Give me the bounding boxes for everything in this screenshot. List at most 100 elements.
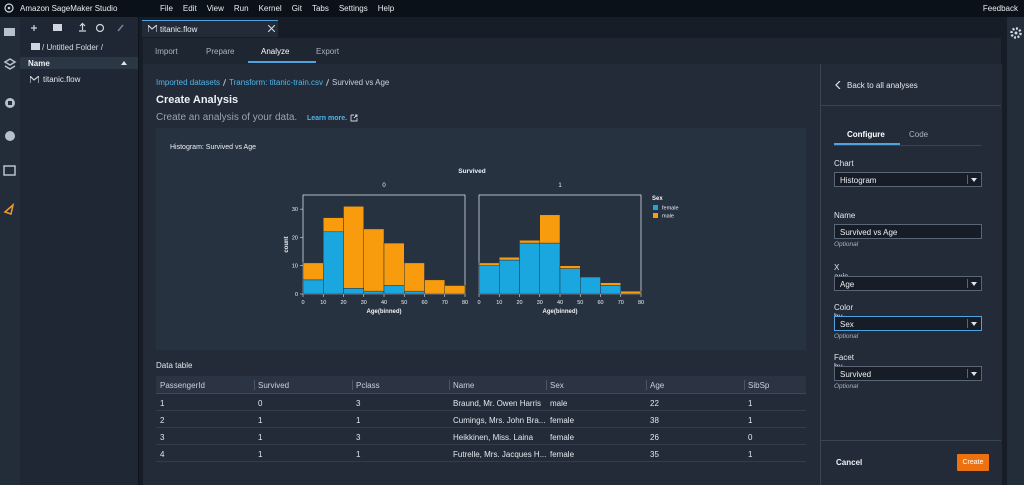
- x-tick-label: 80: [462, 300, 468, 306]
- text-input[interactable]: Survived vs Age: [834, 224, 982, 239]
- tab-rule: [834, 145, 982, 146]
- y-tick-label: 10: [292, 264, 298, 270]
- divider: [820, 105, 1001, 106]
- table-cell: 3: [160, 433, 165, 442]
- browser-toolbar[interactable]: [20, 17, 138, 39]
- table-cell: 38: [650, 416, 659, 425]
- settings-icon[interactable]: [1007, 17, 1024, 47]
- flow-icon: [148, 25, 157, 32]
- x-tick-label: 30: [537, 300, 543, 306]
- divider: [820, 440, 1001, 441]
- create-button[interactable]: Create: [957, 454, 989, 471]
- y-tick-label: 30: [292, 207, 298, 213]
- editor-tab[interactable]: titanic.flow: [142, 20, 278, 37]
- column-divider: [546, 380, 547, 390]
- table-cell: 1: [748, 416, 753, 425]
- field-hint: Optional: [834, 333, 859, 340]
- column-header[interactable]: Name: [453, 381, 475, 390]
- subheading: Create an analysis of your data.: [156, 112, 298, 123]
- x-tick-label: 80: [638, 300, 644, 306]
- flow-icon: [30, 76, 39, 83]
- file-browser: / Untitled Folder / Name titanic.flow: [20, 17, 139, 485]
- table-cell: 22: [650, 399, 659, 408]
- bar: [363, 228, 385, 292]
- file-row[interactable]: titanic.flow: [20, 73, 138, 86]
- panel-tab[interactable]: Code: [909, 130, 929, 139]
- bar: [620, 290, 642, 295]
- sub-tab[interactable]: Prepare: [206, 47, 235, 56]
- bar: [478, 262, 500, 266]
- bar: [559, 265, 581, 269]
- column-header[interactable]: Age: [650, 381, 665, 390]
- menu-item[interactable]: View: [206, 4, 224, 13]
- column-header[interactable]: Survived: [258, 381, 290, 390]
- menu-item[interactable]: Help: [377, 4, 395, 13]
- editor-tab-label: titanic.flow: [160, 25, 198, 34]
- back-link[interactable]: Back to all analyses: [847, 81, 918, 90]
- active-tab-indicator: [834, 143, 900, 145]
- column-header[interactable]: PassengerId: [160, 381, 205, 390]
- panel-tab[interactable]: Configure: [847, 130, 885, 139]
- column-header[interactable]: Name: [20, 57, 138, 69]
- legend-swatch: [653, 213, 658, 218]
- x-tick-label: 10: [320, 300, 326, 306]
- column-divider: [744, 380, 745, 390]
- menu-bar: Amazon SageMaker Studio File Edit View Run K…: [0, 0, 1024, 17]
- column-name: Name: [28, 59, 50, 68]
- table-cell: Cumings, Mrs. John Bra...: [453, 416, 546, 425]
- sub-tab[interactable]: Export: [316, 47, 340, 56]
- sub-tab[interactable]: Import: [155, 47, 178, 56]
- dropdown[interactable]: Survived: [834, 366, 982, 381]
- menu-item[interactable]: Tabs: [311, 4, 329, 13]
- legend-label: male: [662, 214, 674, 220]
- menu-item[interactable]: Settings: [338, 4, 368, 13]
- column-header[interactable]: SibSp: [748, 381, 770, 390]
- close-tab[interactable]: [268, 25, 275, 32]
- dropdown[interactable]: Sex: [834, 316, 982, 331]
- x-tick-label: 60: [597, 300, 603, 306]
- left-rail: [0, 17, 20, 485]
- folder-icon: [31, 43, 40, 50]
- field-label: Chart: [834, 159, 854, 168]
- table-cell: 1: [356, 416, 361, 425]
- dropdown[interactable]: Histogram: [834, 172, 982, 187]
- cancel-button[interactable]: Cancel: [836, 458, 863, 467]
- column-divider: [646, 380, 647, 390]
- bar: [600, 285, 621, 295]
- bar: [499, 256, 520, 261]
- bar: [323, 231, 344, 295]
- back-chevron[interactable]: [835, 81, 841, 89]
- x-tick-label: 40: [557, 300, 563, 306]
- learn-more-link[interactable]: Learn more.: [307, 115, 348, 122]
- sub-tab[interactable]: Analyze: [261, 47, 290, 56]
- menu-item[interactable]: File: [160, 4, 173, 13]
- dropdown[interactable]: Age: [834, 276, 982, 291]
- column-header[interactable]: Sex: [550, 381, 564, 390]
- right-rail: [1007, 17, 1024, 485]
- table-cell: 3: [356, 433, 361, 442]
- facet-label: 1: [558, 183, 562, 189]
- external-link-icon: [350, 114, 358, 122]
- menu-item[interactable]: Kernel: [258, 4, 282, 13]
- menu-item[interactable]: Edit: [182, 4, 197, 13]
- legend-title: Sex: [652, 196, 663, 202]
- bar: [559, 268, 581, 295]
- breadcrumb-item[interactable]: Transform: titanic-train.csv: [229, 78, 323, 87]
- table-cell: 1: [258, 450, 263, 459]
- menu-item[interactable]: Run: [233, 4, 249, 13]
- bar: [499, 259, 520, 295]
- table-cell: 4: [160, 450, 165, 459]
- folder-path[interactable]: / Untitled Folder /: [42, 43, 103, 52]
- bar: [343, 288, 364, 295]
- x-tick-label: 30: [361, 300, 367, 306]
- column-divider: [352, 380, 353, 390]
- column-header[interactable]: Pclass: [356, 381, 380, 390]
- y-tick-label: 0: [295, 292, 298, 298]
- breadcrumb-item[interactable]: Imported datasets: [156, 78, 221, 87]
- feedback[interactable]: Feedback: [982, 4, 1018, 13]
- table-cell: male: [550, 399, 568, 408]
- table-cell: 1: [258, 433, 263, 442]
- bar: [539, 214, 561, 244]
- menu-item[interactable]: Git: [291, 4, 302, 13]
- chart-container: Histogram: Survived vs Age Survived 0 0 10 20…: [156, 128, 806, 350]
